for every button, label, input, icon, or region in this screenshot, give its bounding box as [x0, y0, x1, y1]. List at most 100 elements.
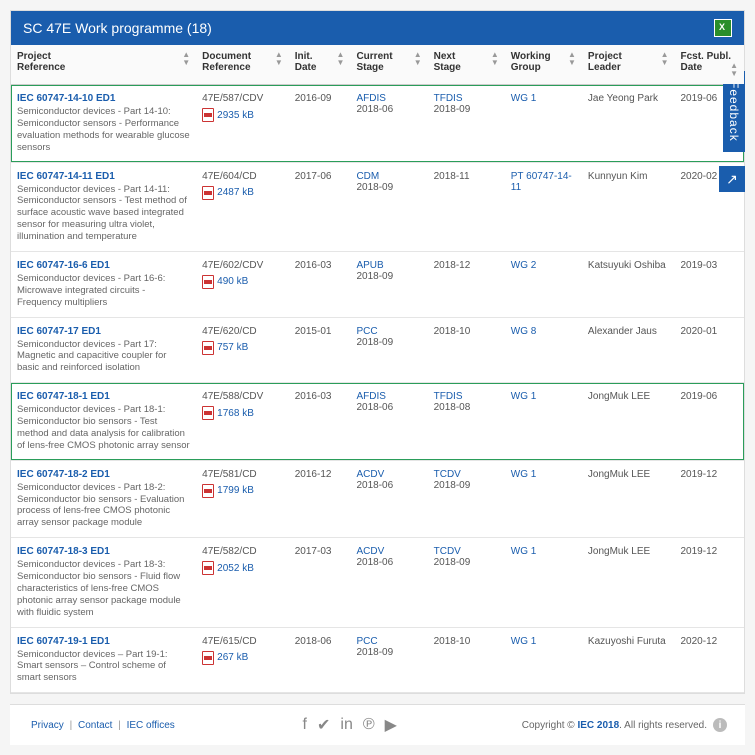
working-group-link[interactable]: WG 1 — [511, 546, 537, 557]
next-stage-date: 2018-12 — [434, 260, 499, 271]
current-stage-date: 2018-09 — [356, 271, 421, 282]
next-stage-date: 2018-08 — [434, 402, 499, 413]
pdf-icon[interactable] — [202, 275, 214, 289]
pdf-icon[interactable] — [202, 108, 214, 122]
current-stage-link[interactable]: CDM — [356, 171, 421, 182]
forecast-date: 2020-12 — [675, 627, 745, 693]
project-leader: JongMuk LEE — [582, 460, 675, 538]
init-date: 2017-06 — [289, 162, 351, 251]
init-date: 2017-03 — [289, 538, 351, 627]
current-stage-link[interactable]: APUB — [356, 260, 421, 271]
current-stage-link[interactable]: ACDV — [356, 546, 421, 557]
info-icon[interactable]: i — [713, 718, 727, 732]
column-header[interactable]: Project▲▼Reference — [11, 45, 196, 85]
doc-size-link[interactable]: 267 kB — [217, 652, 248, 663]
table-row: IEC 60747-14-11 ED1 Semiconductor devices… — [11, 162, 744, 251]
column-header[interactable]: Document▲▼Reference — [196, 45, 289, 85]
current-stage-link[interactable]: AFDIS — [356, 391, 421, 402]
working-group-link[interactable]: PT 60747-14-11 — [511, 171, 572, 193]
table-row: IEC 60747-18-3 ED1 Semiconductor devices … — [11, 538, 744, 627]
doc-size-link[interactable]: 2487 kB — [217, 187, 254, 198]
next-stage-date: 2018-10 — [434, 326, 499, 337]
facebook-icon[interactable]: f — [303, 716, 307, 734]
next-stage-date: 2018-09 — [434, 557, 499, 568]
forecast-date: 2019-12 — [675, 460, 745, 538]
current-stage-date: 2018-06 — [356, 402, 421, 413]
current-stage-link[interactable]: ACDV — [356, 469, 421, 480]
working-group-link[interactable]: WG 2 — [511, 260, 537, 271]
project-link[interactable]: IEC 60747-14-10 ED1 — [17, 93, 190, 104]
doc-size-link[interactable]: 2935 kB — [217, 110, 254, 121]
column-header[interactable]: Next▲▼Stage — [428, 45, 505, 85]
footer-copyright: Copyright © IEC 2018. All rights reserve… — [522, 718, 727, 732]
current-stage-link[interactable]: AFDIS — [356, 93, 421, 104]
next-stage-link[interactable]: TCDV — [434, 546, 499, 557]
pdf-icon[interactable] — [202, 651, 214, 665]
column-header[interactable]: Fcst. Publ.▲▼Date — [675, 45, 745, 85]
project-desc: Semiconductor devices - Part 14-11: Semi… — [17, 184, 190, 243]
column-header[interactable]: Init.▲▼Date — [289, 45, 351, 85]
init-date: 2016-03 — [289, 251, 351, 317]
doc-ref: 47E/602/CDV — [202, 260, 283, 271]
pdf-icon[interactable] — [202, 484, 214, 498]
project-leader: Alexander Jaus — [582, 317, 675, 383]
work-programme-panel: SC 47E Work programme (18) Feedback ↗ Pr… — [10, 10, 745, 694]
project-leader: JongMuk LEE — [582, 538, 675, 627]
doc-ref: 47E/582/CD — [202, 546, 283, 557]
export-excel-icon[interactable] — [714, 19, 732, 37]
doc-ref: 47E/604/CD — [202, 171, 283, 182]
table-row: IEC 60747-14-10 ED1 Semiconductor devices… — [11, 85, 744, 163]
panel-title: SC 47E Work programme (18) — [23, 20, 212, 36]
column-header[interactable]: Working▲▼Group — [505, 45, 582, 85]
next-stage-link[interactable]: TCDV — [434, 469, 499, 480]
pdf-icon[interactable] — [202, 406, 214, 420]
project-link[interactable]: IEC 60747-18-3 ED1 — [17, 546, 190, 557]
column-header[interactable]: Current▲▼Stage — [350, 45, 427, 85]
table-row: IEC 60747-18-1 ED1Semiconductor devices … — [11, 383, 744, 461]
doc-ref: 47E/581/CD — [202, 469, 283, 480]
pdf-icon[interactable] — [202, 341, 214, 355]
working-group-link[interactable]: WG 1 — [511, 469, 537, 480]
project-desc: Semiconductor devices - Part 16-6: Micro… — [17, 273, 190, 309]
share-tab[interactable]: ↗ — [719, 166, 745, 192]
project-link[interactable]: IEC 60747-16-6 ED1 — [17, 260, 190, 271]
next-stage-date: 2018-11 — [434, 171, 499, 182]
project-leader: Kazuyoshi Furuta — [582, 627, 675, 693]
next-stage-link[interactable]: TFDIS — [434, 93, 499, 104]
linkedin-icon[interactable]: in — [340, 716, 352, 734]
pdf-icon[interactable] — [202, 186, 214, 200]
doc-size-link[interactable]: 757 kB — [217, 342, 248, 353]
contact-link[interactable]: Contact — [78, 720, 112, 731]
working-group-link[interactable]: WG 8 — [511, 326, 537, 337]
forecast-date: 2019-03 — [675, 251, 745, 317]
init-date: 2016-12 — [289, 460, 351, 538]
init-date: 2018-06 — [289, 627, 351, 693]
doc-size-link[interactable]: 1768 kB — [217, 408, 254, 419]
project-link[interactable]: IEC 60747-14-11 ED1 — [17, 171, 190, 182]
pinterest-icon[interactable]: ℗ — [363, 716, 375, 734]
project-leader: Kunnyun Kim — [582, 162, 675, 251]
pdf-icon[interactable] — [202, 561, 214, 575]
column-header[interactable]: Project▲▼Leader — [582, 45, 675, 85]
forecast-date: 2019-06 — [675, 383, 745, 461]
offices-link[interactable]: IEC offices — [127, 720, 175, 731]
table-row: IEC 60747-17 ED1Semiconductor devices - … — [11, 317, 744, 383]
doc-size-link[interactable]: 2052 kB — [217, 563, 254, 574]
twitter-icon[interactable]: ✔ — [317, 715, 330, 735]
working-group-link[interactable]: WG 1 — [511, 391, 537, 402]
youtube-icon[interactable]: ▶ — [385, 715, 397, 735]
doc-size-link[interactable]: 1799 kB — [217, 485, 254, 496]
panel-header: SC 47E Work programme (18) — [11, 11, 744, 45]
privacy-link[interactable]: Privacy — [31, 720, 64, 731]
project-link[interactable]: IEC 60747-17 ED1 — [17, 326, 190, 337]
project-desc: Semiconductor devices - Part 18-3: Semic… — [17, 559, 190, 618]
current-stage-link[interactable]: PCC — [356, 326, 421, 337]
project-link[interactable]: IEC 60747-18-1 ED1 — [17, 391, 190, 402]
working-group-link[interactable]: WG 1 — [511, 93, 537, 104]
doc-size-link[interactable]: 490 kB — [217, 276, 248, 287]
current-stage-date: 2018-06 — [356, 104, 421, 115]
next-stage-link[interactable]: TFDIS — [434, 391, 499, 402]
project-link[interactable]: IEC 60747-18-2 ED1 — [17, 469, 190, 480]
init-date: 2016-09 — [289, 85, 351, 163]
project-desc: Semiconductor devices - Part 14-10: Semi… — [17, 106, 190, 154]
